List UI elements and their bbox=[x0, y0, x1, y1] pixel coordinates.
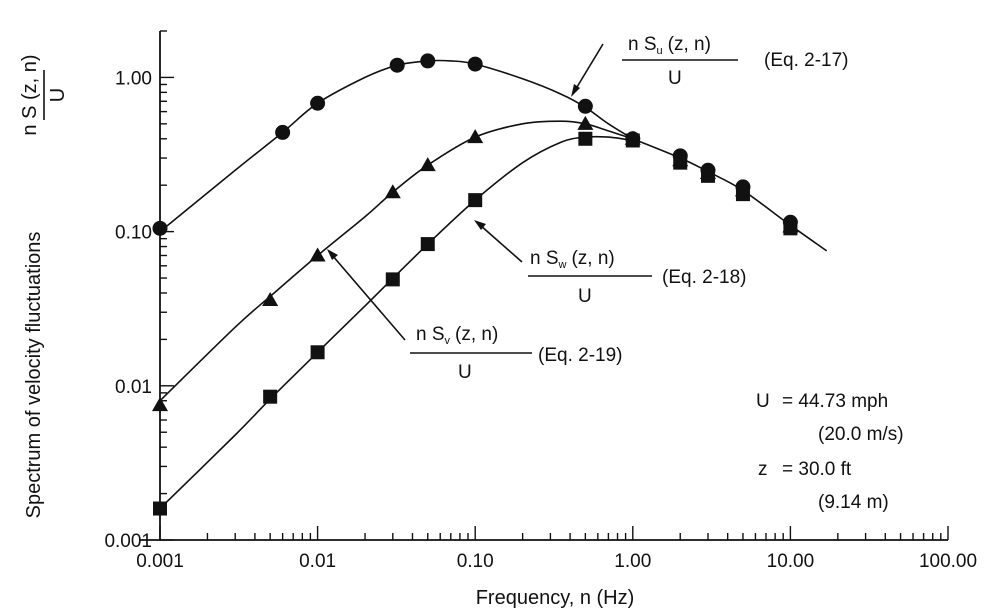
condition-u-rhs: = 44.73 mph bbox=[782, 391, 888, 412]
x-tick-label: 0.001 bbox=[136, 551, 184, 572]
series-w-point bbox=[309, 247, 326, 262]
y-axis-formula-denominator: U bbox=[47, 88, 69, 102]
label-v-arrowhead bbox=[327, 249, 338, 260]
series-u-point bbox=[577, 98, 593, 114]
series-w-point bbox=[577, 115, 594, 130]
series-v-point bbox=[263, 389, 278, 404]
x-axis-title: Frequency, n (Hz) bbox=[476, 587, 635, 609]
condition-z-rhs: = 30.0 ft bbox=[782, 459, 852, 480]
label-w: n Sw (z, n) U (Eq. 2-18) bbox=[474, 220, 746, 307]
series-w-point bbox=[152, 397, 168, 412]
series-v-point bbox=[468, 193, 483, 208]
x-tick-label: 1.00 bbox=[614, 551, 651, 572]
series-v-point bbox=[420, 237, 435, 252]
label-u-numerator: n Su (z, n) bbox=[628, 34, 711, 57]
series-v-point bbox=[625, 133, 640, 148]
conditions-annotation: U = 44.73 mph (20.0 m/s) z = 30.0 ft (9.… bbox=[756, 391, 904, 513]
condition-u-extra: (20.0 m/s) bbox=[818, 424, 904, 445]
x-tick-label: 0.01 bbox=[299, 551, 336, 572]
x-tick-label: 0.10 bbox=[457, 551, 494, 572]
y-tick-label: 0.001 bbox=[104, 531, 152, 552]
ticks bbox=[159, 30, 949, 541]
series-v-point bbox=[385, 272, 400, 287]
label-u-equation: (Eq. 2-17) bbox=[764, 50, 848, 71]
series-u-point bbox=[310, 95, 326, 111]
label-v: n Sv (z, n) U (Eq. 2-19) bbox=[327, 249, 622, 383]
y-tick-label: 1.00 bbox=[115, 68, 152, 89]
condition-u-lhs: U bbox=[756, 391, 770, 412]
y-axis-title-text: Spectrum of velocity fluctuations bbox=[23, 232, 45, 519]
series-u-point bbox=[420, 53, 436, 69]
label-v-numerator: n Sv (z, n) bbox=[416, 324, 498, 347]
label-u: n Su (z, n) U (Eq. 2-17) bbox=[571, 34, 848, 97]
markers bbox=[152, 53, 799, 516]
common-tail-line bbox=[632, 138, 828, 252]
series-v-point bbox=[735, 187, 750, 202]
label-w-equation: (Eq. 2-18) bbox=[662, 267, 746, 288]
series-v-point bbox=[578, 131, 593, 146]
x-tick-label: 10.00 bbox=[767, 551, 815, 572]
label-v-arrow bbox=[331, 254, 406, 341]
y-tick-label: 0.01 bbox=[115, 377, 152, 398]
axes bbox=[140, 31, 948, 541]
y-axis-title: Spectrum of velocity fluctuations n S (z… bbox=[19, 54, 69, 518]
series-v-point bbox=[153, 501, 167, 516]
series-u-line bbox=[159, 59, 634, 233]
series-v-point bbox=[673, 155, 688, 170]
label-u-arrowhead bbox=[571, 84, 580, 97]
label-w-arrow bbox=[479, 224, 523, 263]
series-u-point bbox=[275, 124, 291, 140]
series-v-point bbox=[700, 168, 715, 183]
label-v-denominator: U bbox=[458, 362, 472, 383]
series-labels: n Su (z, n) U (Eq. 2-17) n Sw (z, n) U (Eq… bbox=[327, 34, 848, 383]
label-u-denominator: U bbox=[668, 68, 682, 89]
series-w-point bbox=[384, 184, 401, 199]
series-w-point bbox=[419, 157, 436, 172]
y-axis-formula-numerator: n S (z, n) bbox=[19, 54, 41, 135]
series-v-point bbox=[310, 345, 325, 360]
label-w-denominator: U bbox=[578, 286, 592, 307]
label-v-equation: (Eq. 2-19) bbox=[538, 345, 622, 366]
series-u-point bbox=[389, 57, 405, 73]
tick-labels: 0.001 0.01 0.10 1.00 10.00 100.00 0.001 0.01 0.1… bbox=[104, 68, 977, 572]
condition-z-lhs: z bbox=[758, 459, 768, 480]
y-tick-label: 0.10 bbox=[115, 223, 152, 244]
series-u-point bbox=[152, 220, 168, 236]
label-w-numerator: n Sw (z, n) bbox=[530, 248, 615, 271]
series-u-point bbox=[467, 56, 483, 72]
label-u-arrow bbox=[573, 43, 604, 93]
x-tick-label: 100.00 bbox=[919, 551, 977, 572]
condition-z-extra: (9.14 m) bbox=[818, 492, 889, 513]
label-w-arrowhead bbox=[474, 220, 486, 230]
series-w-point bbox=[262, 292, 279, 307]
series-v-point bbox=[783, 221, 798, 236]
series-w-point bbox=[467, 129, 484, 144]
